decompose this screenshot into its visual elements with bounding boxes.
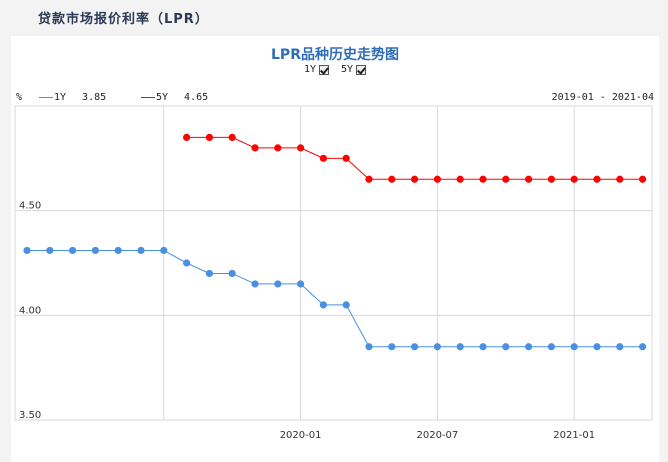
unit-label: % bbox=[16, 92, 23, 103]
toggle-1y-checkbox[interactable] bbox=[318, 64, 329, 75]
data-point-1y bbox=[593, 343, 601, 351]
data-point-1y bbox=[91, 246, 99, 255]
data-point-1y bbox=[160, 246, 168, 255]
series-line-1y bbox=[27, 249, 643, 348]
legend-5y-swatch bbox=[141, 97, 155, 98]
data-point-5y bbox=[639, 175, 647, 183]
data-point-5y bbox=[593, 175, 601, 183]
data-point-1y bbox=[388, 343, 396, 351]
data-point-1y bbox=[547, 343, 556, 351]
plot-frame bbox=[14, 105, 653, 421]
data-point-1y bbox=[639, 343, 647, 351]
data-point-1y bbox=[616, 343, 624, 351]
data-point-5y bbox=[342, 154, 350, 162]
legend-1y-name: 1Y bbox=[54, 92, 67, 103]
data-point-1y bbox=[433, 343, 441, 351]
data-point-1y bbox=[297, 280, 305, 288]
y-tick-label: 4.00 bbox=[19, 305, 41, 316]
data-point-5y bbox=[570, 175, 578, 183]
data-point-5y bbox=[183, 133, 191, 141]
chart-panel: 3.50 4.00 4.50 2020-01 2020-07 2021-01 LPR品种历… bbox=[11, 36, 659, 462]
data-point-5y bbox=[251, 144, 259, 152]
data-point-1y bbox=[342, 301, 350, 309]
date-range: 2019-01 - 2021-04 bbox=[551, 92, 654, 103]
data-point-1y bbox=[183, 259, 191, 267]
data-point-1y bbox=[228, 269, 236, 278]
data-point-1y bbox=[319, 301, 327, 309]
legend-5y-value: 4.65 bbox=[184, 92, 209, 103]
data-point-5y bbox=[205, 133, 213, 141]
data-point-5y bbox=[456, 175, 464, 183]
chart-title: LPR品种历史走势图 bbox=[271, 47, 399, 63]
data-point-5y bbox=[433, 175, 441, 183]
y-tick-label: 4.50 bbox=[19, 201, 41, 212]
data-point-5y bbox=[616, 175, 624, 183]
data-point-5y bbox=[525, 175, 533, 183]
data-point-5y bbox=[297, 144, 305, 152]
data-point-1y bbox=[525, 343, 533, 351]
legend-1y-swatch bbox=[39, 97, 53, 98]
data-point-1y bbox=[69, 246, 77, 255]
toggle-5y-checkbox[interactable] bbox=[356, 64, 367, 75]
data-point-1y bbox=[137, 246, 145, 255]
x-tick-label: 2020-07 bbox=[417, 430, 459, 441]
data-point-1y bbox=[502, 343, 510, 351]
data-point-5y bbox=[274, 144, 282, 152]
y-tick-label: 3.50 bbox=[19, 410, 41, 421]
lpr-line-chart: 3.50 4.00 4.50 2020-01 2020-07 2021-01 bbox=[14, 105, 653, 441]
data-point-1y bbox=[411, 343, 419, 351]
data-point-5y bbox=[388, 175, 396, 183]
legend-5y-name: 5Y bbox=[156, 92, 169, 103]
data-point-1y bbox=[274, 280, 282, 288]
toggle-1y-label: 1Y bbox=[303, 64, 316, 75]
toggle-5y-label: 5Y bbox=[341, 64, 354, 75]
data-point-1y bbox=[205, 269, 213, 278]
toggle-5y[interactable]: 5Y bbox=[341, 64, 367, 75]
chart-info-row: % 1Y 3.85 5Y 4.65 2019-01 - 2021-04 bbox=[11, 92, 659, 106]
data-point-1y bbox=[365, 343, 373, 351]
data-point-1y bbox=[479, 343, 487, 351]
legend-5y: 5Y 4.65 bbox=[141, 92, 208, 103]
data-point-5y bbox=[228, 133, 236, 141]
data-point-5y bbox=[319, 154, 327, 162]
data-point-1y bbox=[570, 343, 578, 351]
data-point-5y bbox=[547, 175, 556, 183]
data-point-1y bbox=[46, 246, 54, 255]
x-tick-label: 2021-01 bbox=[553, 430, 595, 441]
data-point-1y bbox=[456, 343, 464, 351]
page-title: 贷款市场报价利率（LPR） bbox=[38, 12, 209, 27]
toggle-1y[interactable]: 1Y bbox=[304, 64, 329, 75]
data-point-5y bbox=[479, 175, 487, 183]
legend-1y: 1Y 3.85 bbox=[39, 92, 106, 103]
data-point-1y bbox=[23, 246, 31, 255]
series-toggles: 1Y 5Y bbox=[11, 64, 659, 75]
data-point-5y bbox=[365, 175, 373, 183]
data-point-5y bbox=[502, 175, 510, 183]
legend-1y-value: 3.85 bbox=[82, 92, 107, 103]
data-point-1y bbox=[251, 280, 259, 288]
data-point-1y bbox=[114, 246, 122, 255]
data-point-5y bbox=[411, 175, 419, 183]
x-tick-label: 2020-01 bbox=[280, 430, 322, 441]
page-header: 贷款市场报价利率（LPR） bbox=[0, 0, 668, 34]
